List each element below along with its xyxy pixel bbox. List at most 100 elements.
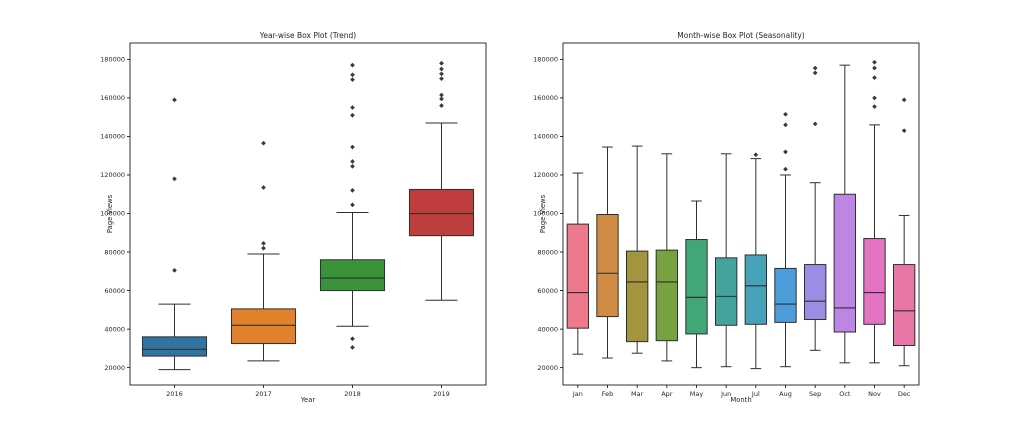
box-May	[685, 239, 708, 335]
y-tick-label: 60000	[104, 287, 125, 295]
box-2016	[141, 336, 208, 357]
outlier-marker	[872, 75, 877, 81]
y-tick-label: 140000	[533, 133, 558, 141]
boxplot-panel-0: 20000 40000 60000 80000 100000 120000 140000 16…	[100, 42, 487, 398]
outlier-marker	[901, 128, 907, 134]
outlier-marker	[872, 104, 877, 109]
outlier-marker	[172, 176, 177, 182]
right-x-axis-label: Month	[730, 396, 752, 404]
outlier-marker	[439, 92, 444, 98]
outlier-marker	[261, 140, 266, 146]
y-tick-label: 140000	[100, 133, 125, 141]
x-tick-label: Jul	[751, 390, 760, 398]
outlier-marker	[350, 77, 355, 82]
box-2017	[230, 308, 297, 345]
x-tick-label: Sep	[809, 390, 821, 398]
outlier-marker	[350, 202, 355, 208]
outlier-marker	[172, 97, 177, 103]
outlier-marker	[439, 66, 444, 72]
outlier-marker	[350, 345, 355, 350]
outlier-marker	[350, 163, 355, 169]
outlier-marker	[783, 166, 788, 172]
outlier-marker	[872, 59, 877, 65]
outlier-marker	[261, 185, 266, 190]
left-chart-title: Year-wise Box Plot (Trend)	[259, 31, 357, 40]
outlier-marker	[812, 70, 818, 76]
outlier-marker	[350, 159, 355, 164]
outlier-marker	[753, 152, 759, 158]
outlier-marker	[350, 112, 355, 118]
axes-frame	[129, 42, 487, 386]
y-tick-label: 80000	[104, 248, 125, 256]
box-Oct	[833, 193, 857, 333]
outlier-marker	[350, 144, 355, 150]
outlier-marker	[783, 149, 788, 155]
outlier-marker	[901, 97, 907, 103]
outlier-marker	[439, 76, 444, 82]
y-tick-label: 100000	[533, 210, 558, 218]
outlier-marker	[783, 122, 788, 128]
x-tick-label: Nov	[868, 390, 881, 398]
y-tick-label: 160000	[533, 94, 558, 102]
box-Apr	[655, 249, 679, 342]
box-Feb	[596, 213, 619, 318]
outlier-marker	[872, 95, 877, 101]
outlier-marker	[261, 241, 266, 246]
x-tick-label: May	[690, 390, 704, 398]
outlier-marker	[783, 111, 788, 117]
y-tick-label: 80000	[537, 248, 558, 256]
box-Jan	[566, 223, 590, 329]
x-tick-label: Jan	[572, 390, 583, 398]
y-tick-label: 20000	[104, 364, 125, 372]
y-tick-label: 40000	[104, 325, 125, 333]
x-tick-label: Jun	[720, 390, 731, 398]
outlier-marker	[172, 267, 177, 273]
y-tick-label: 180000	[533, 56, 558, 64]
y-tick-label: 120000	[100, 171, 125, 179]
outlier-marker	[350, 72, 355, 78]
boxplot-panel-1: 20000 40000 60000 80000 100000 120000 140000 16…	[533, 42, 920, 398]
box-2018	[319, 259, 386, 292]
left-x-axis-label: Year	[300, 396, 316, 404]
x-tick-label: Mar	[631, 390, 644, 398]
left-y-axis-label: Page Views	[106, 194, 114, 234]
x-tick-label: Feb	[602, 390, 614, 398]
outlier-marker	[812, 65, 818, 71]
y-tick-label: 120000	[533, 171, 558, 179]
x-tick-label: Dec	[898, 390, 911, 398]
outlier-marker	[261, 245, 266, 251]
y-tick-label: 40000	[537, 325, 558, 333]
outlier-marker	[439, 60, 444, 66]
outlier-marker	[812, 121, 818, 127]
axes-frame	[562, 42, 920, 386]
y-tick-label: 160000	[100, 94, 125, 102]
outlier-marker	[350, 62, 355, 68]
box-Dec	[892, 264, 916, 347]
y-tick-label: 180000	[100, 56, 125, 64]
box-Jul	[744, 254, 768, 325]
outlier-marker	[439, 103, 444, 109]
y-tick-label: 60000	[537, 287, 558, 295]
x-tick-label: 2019	[433, 390, 450, 398]
outlier-marker	[350, 105, 355, 110]
box-Aug	[774, 267, 797, 323]
box-Mar	[625, 250, 649, 343]
x-tick-label: 2017	[255, 390, 272, 398]
outlier-marker	[439, 96, 444, 102]
box-Nov	[863, 238, 886, 325]
box-2019	[408, 188, 475, 237]
box-Sep	[803, 264, 827, 320]
x-tick-label: 2018	[344, 390, 361, 398]
y-tick-label: 20000	[537, 364, 558, 372]
x-tick-label: Aug	[779, 390, 792, 398]
right-chart-title: Month-wise Box Plot (Seasonality)	[677, 31, 805, 40]
x-tick-label: Oct	[839, 390, 851, 398]
outlier-marker	[439, 71, 444, 77]
outlier-marker	[872, 65, 877, 71]
y-tick-label: 100000	[100, 210, 125, 218]
x-tick-label: 2016	[166, 390, 183, 398]
box-Jun	[714, 257, 738, 326]
right-y-axis-label: Page Views	[539, 194, 547, 234]
